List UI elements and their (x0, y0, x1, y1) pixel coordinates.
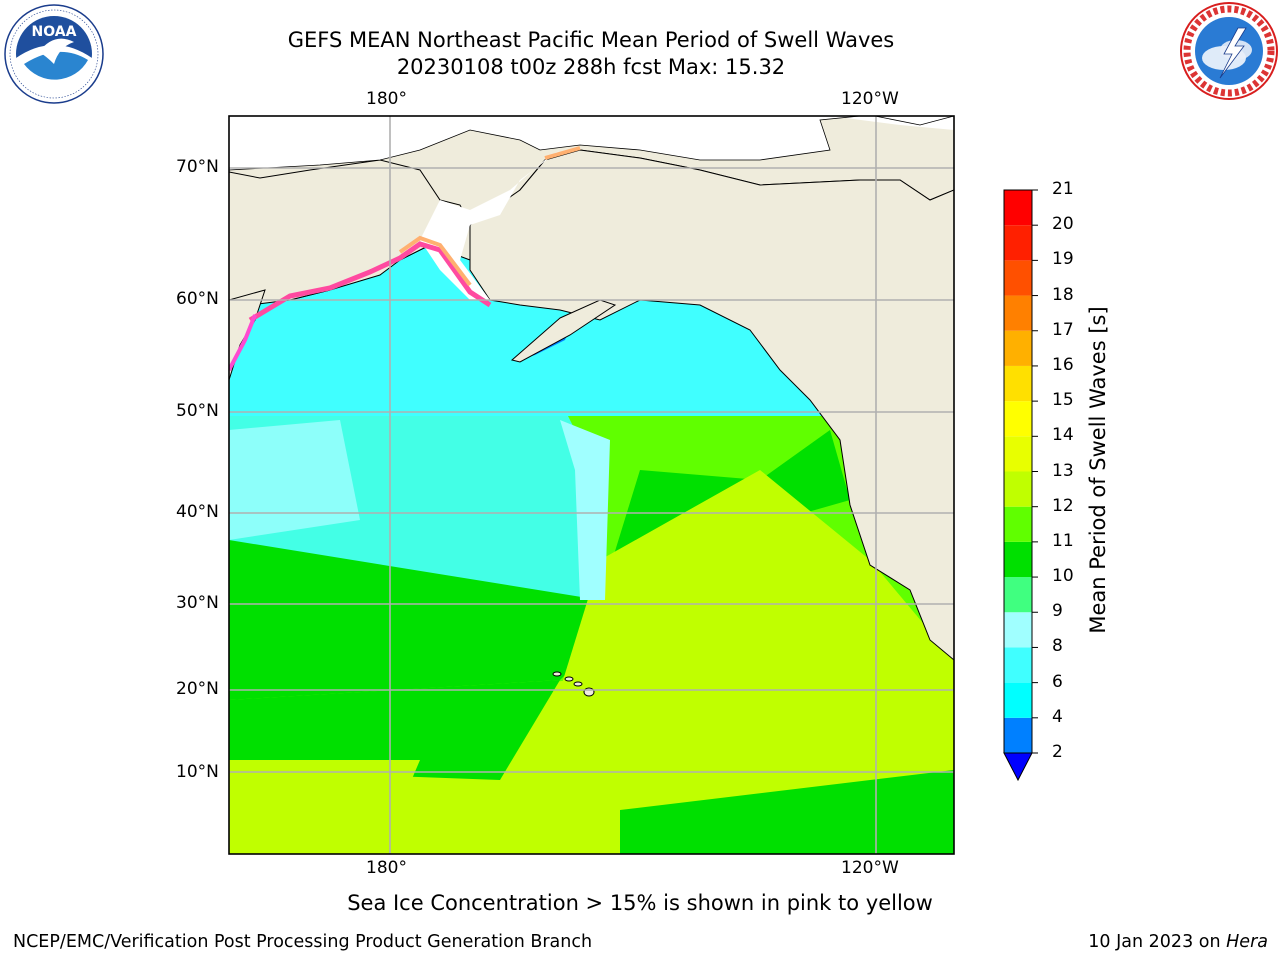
map-title: GEFS MEAN Northeast Pacific Mean Period … (287, 28, 895, 52)
lat-tick-20n: 20°N (176, 679, 219, 699)
colorbar-segment (1004, 647, 1032, 683)
colorbar-segment (1004, 436, 1032, 472)
colorbar-tick-label: 16 (1052, 354, 1074, 375)
colorbar-segment (1004, 330, 1032, 366)
sea-ice-note: Sea Ice Concentration > 15% is shown in … (347, 891, 933, 915)
lon-tick-bottom-120w: 120°W (841, 858, 899, 878)
footer-host: Hera (1226, 932, 1268, 952)
colorbar-tick-label: 2 (1052, 742, 1063, 762)
colorbar-tick-label: 10 (1052, 566, 1074, 587)
sea-ice-edge (248, 241, 492, 323)
colorbar-segment (1004, 506, 1032, 542)
colorbar-under-arrow (1003, 752, 1033, 782)
lat-tick-30n: 30°N (176, 593, 219, 613)
colorbar-segment (1004, 682, 1032, 718)
colorbar (1003, 189, 1038, 782)
colorbar-tick-label: 8 (1052, 636, 1063, 657)
lat-tick-40n: 40°N (176, 502, 219, 522)
colorbar-segment (1004, 541, 1032, 578)
colorbar-segment (1004, 365, 1032, 402)
colorbar-tick-label: 20 (1052, 214, 1074, 235)
colorbar-tick-label: 19 (1052, 249, 1074, 270)
colorbar-segment (1004, 471, 1032, 507)
colorbar-segment (1004, 260, 1032, 296)
colorbar-segment (1004, 612, 1032, 648)
colorbar-segment (1004, 577, 1032, 613)
colorbar-tick-label: 15 (1052, 390, 1074, 411)
footer-date: 10 Jan 2023 on Hera (1088, 932, 1268, 952)
colorbar-segment (1004, 190, 1032, 226)
lat-tick-60n: 60°N (176, 289, 219, 309)
lat-tick-70n: 70°N (176, 157, 219, 177)
colorbar-tick-label: 17 (1052, 319, 1074, 340)
nws-logo-icon (1178, 0, 1280, 102)
colorbar-tick-label: 18 (1052, 284, 1074, 305)
graticule (229, 116, 954, 854)
colorbar-segment (1004, 717, 1032, 753)
noaa-logo-icon: NOAA (4, 2, 104, 106)
map-subtitle: 20230108 t00z 288h fcst Max: 15.32 (396, 55, 786, 79)
lat-tick-10n: 10°N (176, 762, 219, 782)
footer-credit: NCEP/EMC/Verification Post Processing Pr… (13, 932, 593, 952)
lon-tick-bottom-180: 180° (366, 858, 407, 878)
lon-tick-top-180: 180° (366, 89, 407, 109)
footer-date-text: 10 Jan 2023 on (1088, 932, 1227, 952)
lon-tick-top-120w: 120°W (841, 89, 899, 109)
colorbar-tick-label: 14 (1052, 425, 1074, 446)
lat-tick-50n: 50°N (176, 401, 219, 421)
colorbar-tick-label: 6 (1052, 671, 1063, 692)
colorbar-segment (1004, 295, 1032, 331)
colorbar-tick-label: 4 (1052, 706, 1063, 727)
colorbar-segment (1004, 401, 1032, 437)
colorbar-tick-label: 12 (1052, 495, 1074, 516)
colorbar-tick-label: 11 (1052, 530, 1074, 551)
colorbar-segment (1004, 225, 1032, 261)
colorbar-tick-label: 21 (1052, 179, 1074, 199)
noaa-logo-text: NOAA (32, 24, 77, 40)
colorbar-tick-label: 9 (1052, 601, 1063, 622)
colorbar-label: Mean Period of Swell Waves [s] (1086, 306, 1110, 634)
colorbar-tick-label: 13 (1052, 460, 1074, 481)
map-frame (228, 115, 955, 855)
